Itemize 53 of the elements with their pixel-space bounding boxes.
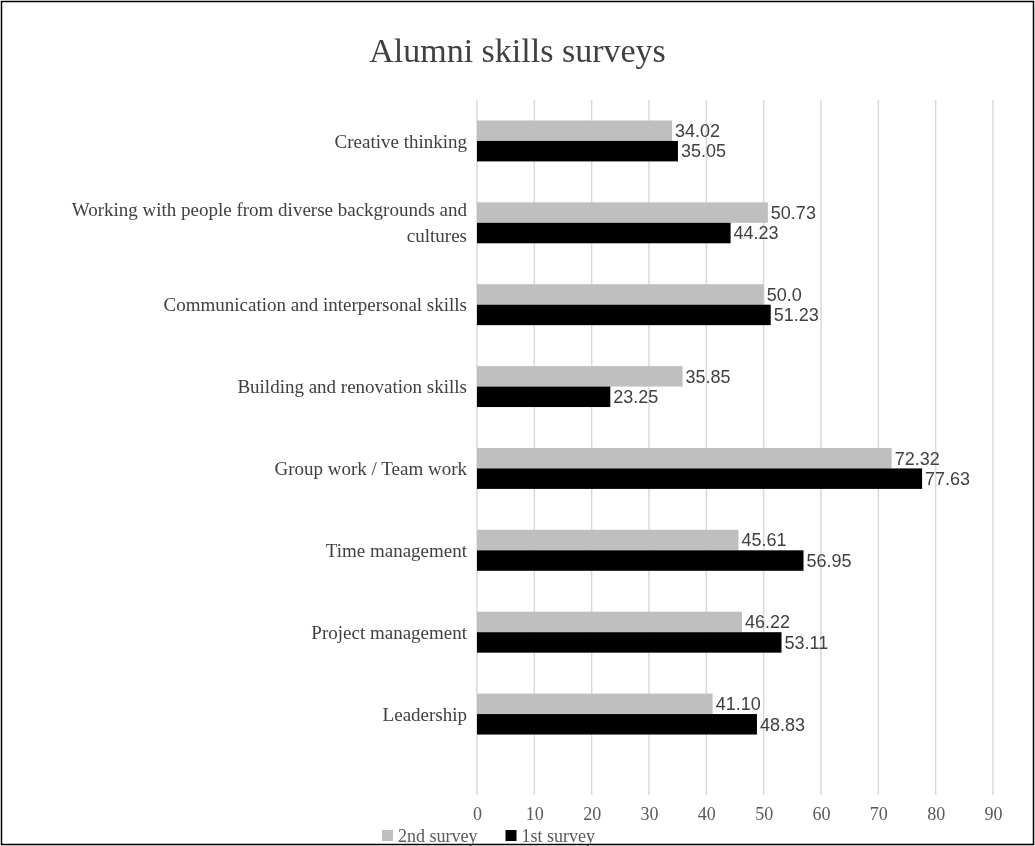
data-label: 72.32 — [894, 448, 940, 469]
x-tick-label: 10 — [525, 804, 544, 825]
bar — [477, 120, 673, 141]
data-label: 44.23 — [733, 223, 779, 244]
x-tick-label: 20 — [583, 804, 602, 825]
chart-title: Alumni skills surveys — [369, 32, 666, 69]
y-tick-label: Building and renovation skills — [237, 376, 467, 398]
y-tick-label: Creative thinking — [334, 130, 468, 152]
x-tick-label: 60 — [812, 804, 831, 825]
bar — [477, 140, 678, 162]
data-label: 56.95 — [806, 550, 852, 571]
legend-label: 2nd survey — [398, 826, 478, 846]
bar — [477, 386, 611, 408]
y-tick-label: Group work / Team work — [274, 458, 468, 480]
bar — [477, 632, 782, 653]
y-tick-label: Communication and interpersonal skills — [163, 294, 467, 316]
bar — [477, 447, 892, 469]
x-tick-label: 0 — [473, 804, 482, 825]
data-label: 35.85 — [685, 366, 731, 387]
data-label: 46.22 — [744, 612, 791, 633]
bar — [477, 611, 742, 633]
x-tick-label: 90 — [984, 804, 1003, 825]
bar — [477, 550, 804, 571]
data-label: 45.61 — [741, 530, 787, 551]
bar — [477, 714, 757, 735]
bar — [477, 366, 683, 387]
x-tick-label: 30 — [640, 804, 659, 825]
data-label: 51.23 — [773, 305, 819, 326]
data-label: 50.0 — [766, 284, 802, 305]
y-tick-label: Time management — [325, 539, 468, 561]
data-label: 48.83 — [759, 714, 806, 735]
x-tick-label: 70 — [869, 804, 888, 825]
bar — [477, 468, 923, 489]
bar — [477, 304, 771, 326]
legend-label: 1st survey — [521, 826, 595, 846]
x-tick-label: 50 — [755, 804, 774, 825]
data-label: 77.63 — [925, 468, 971, 489]
bar — [477, 222, 731, 244]
y-tick-label: Project management — [311, 621, 468, 643]
bar — [477, 693, 713, 715]
x-tick-label: 40 — [697, 804, 716, 825]
bar — [477, 529, 739, 551]
data-label: 23.25 — [613, 387, 659, 408]
data-label: 50.73 — [770, 202, 816, 223]
data-label: 53.11 — [784, 632, 829, 653]
bar — [477, 284, 764, 305]
x-tick-label: 80 — [927, 804, 946, 825]
data-label: 34.02 — [675, 121, 721, 141]
bar — [477, 202, 768, 223]
data-label: 35.05 — [680, 141, 726, 162]
y-tick-label: Leadership — [382, 703, 467, 725]
y-tick-label: Working with people from diverse backgrounds and cultures — [71, 199, 468, 247]
data-label: 41.10 — [715, 694, 761, 715]
